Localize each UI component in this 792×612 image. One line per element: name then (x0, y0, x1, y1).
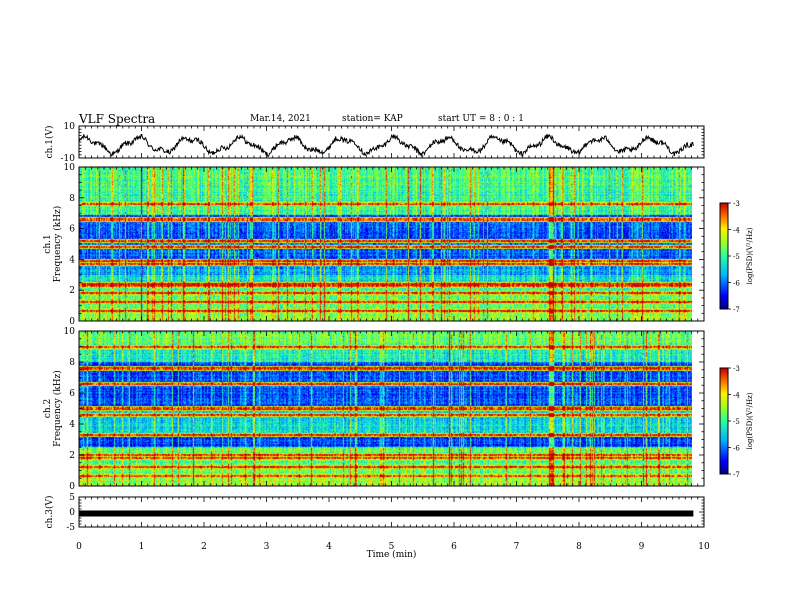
colorbar-tick-label: -4 (733, 227, 740, 235)
colorbar-tick-label: -3 (733, 365, 740, 373)
x-tick-label: 6 (451, 542, 457, 552)
x-tick-label: 7 (514, 542, 520, 552)
y-tick-label: -10 (61, 154, 76, 164)
colorbar-tick-label: -7 (733, 471, 740, 479)
x-axis-label: Time (min) (367, 549, 417, 560)
colorbar-tick-label: -6 (733, 445, 740, 453)
colorbar-tick-label: -7 (733, 306, 740, 314)
station-label: station= KAP (342, 114, 403, 124)
y-axis-channel-label: ch.2 (43, 399, 53, 418)
y-tick-label: 10 (64, 327, 76, 337)
colorbar-tick-label: -3 (733, 200, 740, 208)
x-tick-label: 0 (76, 542, 82, 552)
y-tick-label: 8 (69, 358, 75, 368)
chart-title: VLF Spectra (79, 112, 156, 126)
colorbar-frame (719, 202, 729, 310)
ch2-spectrogram (79, 331, 692, 486)
y-axis-label: ch.3(V) (44, 496, 55, 529)
y-tick-label: 6 (69, 225, 75, 235)
x-tick-label: 9 (639, 542, 645, 552)
panel-frame-3 (78, 330, 705, 487)
ch1-waveform (78, 133, 694, 158)
y-axis-channel-label: ch.1 (43, 234, 53, 253)
panel-frame-2 (78, 166, 705, 322)
x-tick-label: 1 (139, 542, 145, 552)
x-tick-label: 3 (264, 542, 270, 552)
x-tick-label: 5 (389, 542, 395, 552)
y-tick-label: 2 (69, 451, 75, 461)
colorbar-tick-label: -5 (733, 253, 740, 261)
colorbar-label: log(PSD)(V²/Hz) (746, 392, 754, 449)
colorbar-tick-label: -4 (733, 392, 740, 400)
x-tick-label: 2 (201, 542, 207, 552)
y-tick-label: 10 (64, 163, 76, 173)
y-tick-label: 6 (69, 389, 75, 399)
x-tick-label: 8 (576, 542, 582, 552)
ch1-spectrogram (79, 167, 692, 321)
y-tick-label: 10 (64, 122, 76, 132)
date-label: Mar.14, 2021 (250, 114, 311, 124)
ch3-waveform (79, 510, 694, 517)
colorbar-tick-label: -5 (733, 418, 740, 426)
y-tick-label: 0 (69, 508, 75, 518)
y-tick-label: 5 (69, 493, 75, 503)
start-time-label: start UT = 8 : 0 : 1 (438, 114, 524, 124)
colorbar-frame (719, 367, 729, 475)
x-tick-label: 10 (698, 542, 710, 552)
y-tick-label: 8 (69, 194, 75, 204)
y-tick-label: 4 (69, 255, 75, 265)
y-tick-label: 0 (69, 317, 75, 327)
y-tick-label: 2 (69, 286, 75, 296)
colorbar-tick-label: -6 (733, 280, 740, 288)
y-axis-label: ch.1(V) (44, 126, 55, 159)
x-tick-label: 4 (326, 542, 332, 552)
y-tick-label: 0 (69, 482, 75, 492)
y-axis-label: Frequency (kHz) (52, 206, 63, 283)
ch1-colorbar (720, 203, 728, 309)
ch2-colorbar (720, 368, 728, 474)
colorbar-label: log(PSD)(V²/Hz) (746, 227, 754, 284)
y-tick-label: 4 (69, 420, 75, 430)
y-tick-label: -5 (66, 523, 75, 533)
y-axis-label: Frequency (kHz) (52, 370, 63, 447)
